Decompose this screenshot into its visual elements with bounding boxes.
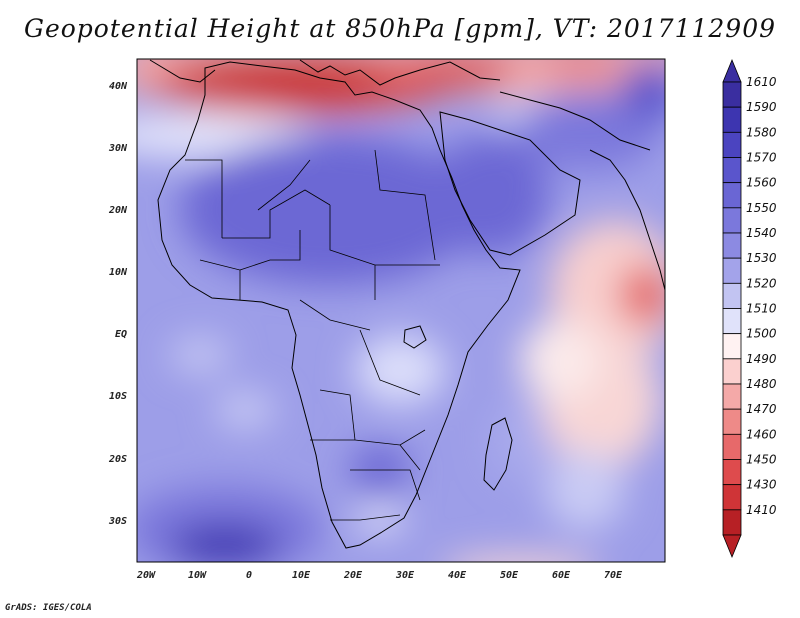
lon-label: 10E	[292, 570, 311, 581]
lat-label: EQ	[115, 329, 127, 340]
shaded-field	[137, 59, 665, 562]
lon-label: 60E	[552, 570, 571, 581]
lon-label: 30E	[395, 570, 415, 581]
lat-label: 10S	[109, 391, 127, 402]
colorbar-top-arrow	[722, 58, 742, 83]
colorbar-label: 1410	[746, 503, 777, 517]
lat-label: 30S	[108, 516, 127, 527]
madagascar-coastline	[483, 417, 513, 491]
colorbar-swatch	[722, 383, 742, 410]
lat-label: 20N	[108, 205, 128, 216]
lake-victoria	[403, 325, 427, 349]
lon-label: 70E	[604, 570, 623, 581]
colorbar-swatch	[722, 408, 742, 435]
europe-coastline	[149, 59, 501, 86]
country-borders	[185, 149, 440, 521]
colorbar-swatch	[722, 257, 742, 284]
colorbar-label: 1520	[746, 276, 777, 290]
grads-credit: GrADS: IGES/COLA	[5, 603, 92, 613]
colorbar-label: 1510	[746, 302, 777, 316]
map-frame	[136, 58, 666, 563]
colorbar-label: 1560	[746, 176, 777, 190]
colorbar-label: 1530	[746, 251, 777, 265]
colorbar-label: 1540	[746, 226, 777, 240]
colorbar-label: 1570	[746, 151, 777, 165]
africa-coastline	[157, 61, 521, 549]
colorbar-label: 1460	[746, 427, 777, 441]
colorbar-swatch	[722, 509, 742, 536]
persia-coastline	[499, 91, 651, 151]
arabia-coastline	[439, 111, 581, 256]
colorbar-swatch	[722, 308, 742, 335]
colorbar-swatch	[722, 131, 742, 158]
colorbar-swatch	[722, 106, 742, 133]
lat-label: 30N	[108, 143, 128, 154]
lon-label: 0	[246, 570, 252, 581]
colorbar: 1610 1590 1580 1570 1560 1550 1540 1530 1520 1510…	[722, 58, 777, 559]
colorbar-swatch	[722, 207, 742, 234]
lon-label: 20E	[343, 570, 363, 581]
lon-label: 40E	[448, 570, 467, 581]
lon-label: 50E	[500, 570, 519, 581]
colorbar-label: 1500	[746, 327, 777, 341]
lon-label: 20W	[136, 570, 156, 581]
colorbar-bottom-arrow	[722, 534, 742, 559]
colorbar-swatch	[722, 333, 742, 360]
colorbar-label: 1490	[746, 352, 777, 366]
colorbar-label: 1450	[746, 453, 777, 467]
colorbar-label: 1430	[746, 478, 777, 492]
colorbar-swatch	[722, 182, 742, 209]
india-coastline	[589, 149, 665, 291]
colorbar-swatch	[722, 232, 742, 259]
colorbar-swatch	[722, 433, 742, 460]
lon-axis: 20W 10W 0 10E 20E 30E 40E 50E 60E 70E	[136, 570, 623, 581]
colorbar-swatch	[722, 157, 742, 184]
lat-axis: 40N 30N 20N 10N EQ 10S 20S 30S	[108, 81, 128, 527]
lon-label: 10W	[188, 570, 207, 581]
colorbar-swatch	[722, 484, 742, 511]
map-title: Geopotential Height at 850hPa [gpm], VT:…	[23, 14, 777, 43]
colorbar-label: 1590	[746, 100, 777, 114]
colorbar-swatch	[722, 81, 742, 108]
colorbar-label: 1470	[746, 402, 777, 416]
colorbar-label: 1550	[746, 201, 777, 215]
colorbar-swatch	[722, 459, 742, 486]
coastlines	[149, 59, 665, 549]
lat-label: 20S	[108, 454, 127, 465]
colorbar-label: 1610	[746, 75, 777, 89]
lat-label: 10N	[109, 267, 128, 278]
colorbar-label: 1480	[746, 377, 777, 391]
colorbar-label: 1580	[746, 125, 777, 139]
colorbar-swatch	[722, 282, 742, 309]
colorbar-swatch	[722, 358, 742, 385]
lat-label: 40N	[109, 81, 128, 92]
